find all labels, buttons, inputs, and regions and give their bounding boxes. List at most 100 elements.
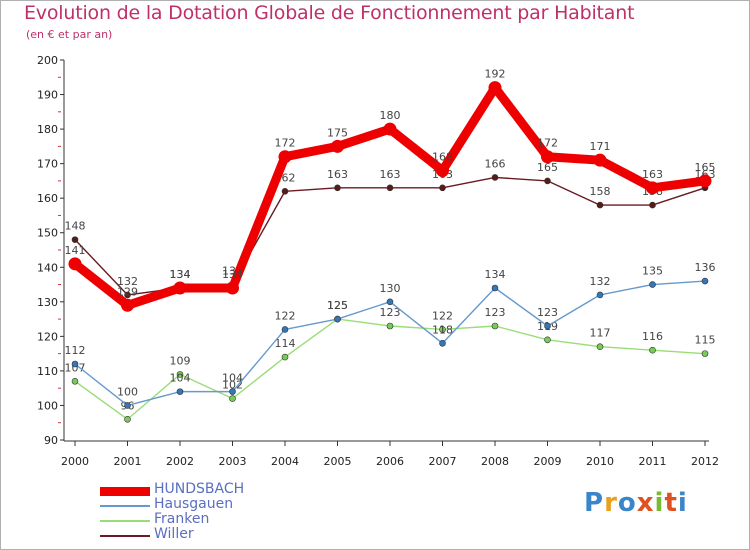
data-point-hundsbach <box>173 281 187 295</box>
data-point-hundsbach <box>383 122 397 136</box>
data-label-willer: 132 <box>117 275 138 288</box>
y-tick-label: 190 <box>37 89 58 102</box>
data-point-franken <box>281 353 289 361</box>
data-point-franken <box>71 377 79 385</box>
data-point-willer <box>281 187 289 195</box>
data-point-franken <box>176 371 184 378</box>
y-tick-label: 180 <box>37 123 58 136</box>
data-label-hundsbach: 180 <box>380 109 401 122</box>
data-label-franken: 123 <box>485 306 506 319</box>
data-label-hundsbach: 172 <box>537 137 558 150</box>
data-point-franken <box>386 322 394 330</box>
data-label-franken: 107 <box>65 361 86 374</box>
data-point-franken <box>124 415 131 423</box>
data-point-franken <box>649 346 656 354</box>
data-point-willer <box>596 201 604 209</box>
x-tick-label: 2004 <box>271 455 299 468</box>
data-point-hundsbach <box>541 150 554 164</box>
data-point-hundsbach <box>488 81 502 95</box>
data-label-willer: 148 <box>65 220 86 233</box>
x-tick-label: 2000 <box>61 455 89 468</box>
data-label-willer: 165 <box>537 161 558 174</box>
data-point-hundsbach <box>121 298 134 312</box>
data-label-hausgauen: 100 <box>117 385 138 398</box>
data-label-hausgauen: 104 <box>222 372 243 385</box>
logo-letter: x <box>636 488 655 518</box>
data-label-willer: 163 <box>380 168 401 181</box>
data-point-willer <box>491 174 499 181</box>
data-point-hausgauen <box>176 388 184 395</box>
x-tick-label: 2008 <box>481 455 509 468</box>
line-chart: 90 100 110 120 130 140 150 160 170 180 190 200 2000 2… <box>37 54 719 468</box>
legend-swatch-hundsbach <box>100 487 150 496</box>
data-label-willer: 163 <box>327 168 348 181</box>
data-point-franken <box>491 322 499 330</box>
data-point-hundsbach <box>698 174 712 188</box>
data-point-willer <box>649 201 656 209</box>
data-point-hausgauen <box>229 388 236 395</box>
data-point-hundsbach <box>278 150 292 164</box>
data-label-hausgauen: 136 <box>695 261 716 274</box>
data-point-hundsbach <box>436 164 449 178</box>
data-label-hundsbach: 168 <box>432 151 453 164</box>
data-point-willer <box>439 184 446 192</box>
data-label-franken: 122 <box>432 309 453 322</box>
y-tick-label: 140 <box>37 261 58 274</box>
legend-swatch-franken <box>100 520 150 522</box>
data-point-hausgauen <box>124 402 131 409</box>
data-point-hausgauen <box>281 326 289 333</box>
data-label-hausgauen: 123 <box>537 306 558 319</box>
data-label-hundsbach: 134 <box>222 268 243 281</box>
x-tick-label: 2011 <box>639 455 667 468</box>
data-point-hundsbach <box>593 153 607 167</box>
data-label-franken: 109 <box>170 354 191 367</box>
y-tick-label: 160 <box>37 192 58 205</box>
y-tick-label: 120 <box>37 330 58 343</box>
data-label-hundsbach: 141 <box>65 244 86 257</box>
y-tick-label: 110 <box>37 365 58 378</box>
data-label-willer: 158 <box>590 185 611 198</box>
legend-swatch-hausgauen <box>100 505 150 507</box>
x-tick-label: 2001 <box>114 455 142 468</box>
x-tick-label: 2010 <box>586 455 614 468</box>
legend-label-willer: Willer <box>154 526 194 542</box>
data-point-willer <box>71 236 79 243</box>
data-label-hausgauen: 122 <box>275 309 296 322</box>
x-tick-label: 2012 <box>691 455 719 468</box>
x-tick-label: 2003 <box>219 455 247 468</box>
y-tick-label: 90 <box>44 434 58 447</box>
data-label-hausgauen: 130 <box>380 282 401 295</box>
logo-letter: t <box>664 488 678 518</box>
logo-letter: i <box>677 488 688 518</box>
data-label-hausgauen: 104 <box>170 372 191 385</box>
data-label-franken: 116 <box>642 330 663 343</box>
data-point-willer <box>334 184 341 192</box>
y-tick-label: 150 <box>37 227 58 240</box>
data-point-hausgauen <box>386 298 394 306</box>
data-label-hausgauen: 135 <box>642 265 663 278</box>
series-line-franken <box>74 318 706 420</box>
data-point-hausgauen <box>649 281 656 288</box>
x-tick-label: 2007 <box>429 455 457 468</box>
x-tick-label: 2006 <box>376 455 404 468</box>
data-label-franken: 117 <box>590 327 611 340</box>
data-label-franken: 102 <box>222 379 243 392</box>
data-point-franken <box>544 336 551 344</box>
x-tick-label: 2009 <box>534 455 562 468</box>
data-point-hausgauen <box>71 360 79 368</box>
legend-label-hundsbach: HUNDSBACH <box>154 481 245 497</box>
data-label-franken: 125 <box>327 299 348 312</box>
legend-label-hausgauen: Hausgauen <box>154 496 234 512</box>
data-label-hausgauen: 125 <box>327 299 348 312</box>
data-label-hundsbach: 175 <box>327 126 348 139</box>
data-label-hundsbach: 192 <box>485 68 506 81</box>
proxiti-logo: Proxiti <box>584 488 688 518</box>
data-label-franken: 114 <box>275 337 296 350</box>
data-point-hundsbach <box>331 139 344 153</box>
data-label-franken: 123 <box>380 306 401 319</box>
data-point-franken <box>439 326 446 333</box>
data-label-hausgauen: 132 <box>590 275 611 288</box>
data-point-hausgauen <box>596 291 604 299</box>
data-label-hundsbach: 134 <box>170 268 191 281</box>
data-point-franken <box>596 343 604 351</box>
